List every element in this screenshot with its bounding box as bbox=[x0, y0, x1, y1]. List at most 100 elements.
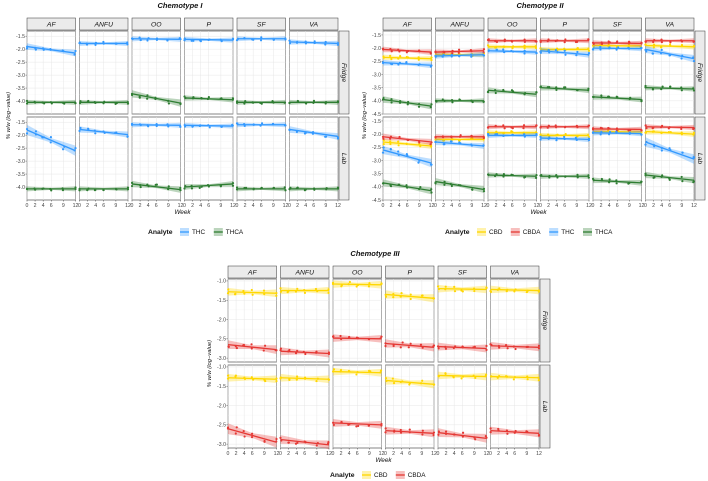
data-point-thca bbox=[450, 99, 454, 102]
x-tick-label: 4 bbox=[503, 203, 506, 209]
data-point-cbd bbox=[340, 284, 343, 287]
data-point-cbda bbox=[482, 48, 486, 51]
x-tick-label: 2 bbox=[600, 203, 603, 209]
y-tick-label: -3.0 bbox=[372, 72, 381, 78]
data-point-thc bbox=[73, 53, 76, 56]
data-point-cbda bbox=[429, 143, 432, 146]
data-point-cbd bbox=[680, 133, 684, 136]
x-tick-label: 0 bbox=[26, 203, 29, 209]
data-point-thca bbox=[390, 101, 393, 104]
data-point-thc bbox=[79, 126, 82, 130]
data-point-cbd bbox=[539, 47, 542, 50]
data-point-thc bbox=[502, 48, 505, 51]
data-point-thc bbox=[336, 137, 340, 140]
data-point-thca bbox=[79, 100, 82, 103]
data-point-thca bbox=[231, 182, 235, 185]
data-point-thca bbox=[443, 99, 446, 102]
trend-line-thca bbox=[645, 87, 695, 90]
data-point-thc bbox=[470, 143, 473, 146]
data-point-thca bbox=[486, 90, 490, 93]
y-tick-label: -1.5 bbox=[372, 119, 381, 125]
data-point-cbd bbox=[399, 55, 402, 58]
data-point-cbd bbox=[472, 287, 476, 290]
data-point-cbda bbox=[644, 40, 647, 43]
data-point-thca bbox=[443, 180, 446, 183]
data-point-thc bbox=[599, 133, 602, 136]
data-point-thc bbox=[139, 38, 142, 42]
x-tick-label: 9 bbox=[418, 203, 421, 209]
data-point-cbd bbox=[327, 291, 330, 294]
data-point-cbd bbox=[586, 133, 590, 137]
data-point-thca bbox=[587, 174, 590, 177]
data-point-thc bbox=[576, 50, 579, 54]
y-tick-label: -4.0 bbox=[372, 185, 381, 191]
data-point-thc bbox=[600, 130, 603, 134]
data-point-cbd bbox=[382, 55, 385, 58]
data-point-thc bbox=[442, 53, 445, 56]
data-point-cbda bbox=[316, 441, 319, 445]
x-tick-label: 6 bbox=[668, 203, 671, 209]
data-point-cbd bbox=[242, 289, 245, 293]
x-tick-label: 12 bbox=[274, 451, 280, 457]
col-strip bbox=[332, 265, 382, 279]
data-point-cbda bbox=[434, 136, 437, 139]
data-point-cbda bbox=[294, 442, 298, 445]
col-strip-label: SF bbox=[257, 22, 267, 29]
data-point-cbda bbox=[600, 41, 603, 44]
data-point-cbda bbox=[419, 343, 423, 346]
row-strip-label: Lab bbox=[541, 401, 548, 413]
data-point-cbda bbox=[485, 436, 488, 439]
trend-line-thca bbox=[540, 87, 590, 91]
data-point-thca bbox=[63, 102, 66, 105]
data-point-cbd bbox=[436, 285, 440, 288]
x-tick-label: 6 bbox=[408, 451, 411, 457]
data-point-cbda bbox=[444, 432, 448, 436]
data-point-cbd bbox=[331, 281, 335, 284]
data-point-cbda bbox=[547, 38, 550, 41]
data-point-cbda bbox=[511, 127, 514, 130]
data-point-thca bbox=[25, 99, 29, 103]
data-point-thc bbox=[429, 65, 432, 68]
trend-line-cbd bbox=[227, 291, 277, 294]
data-point-cbda bbox=[461, 346, 464, 349]
data-point-cbd bbox=[347, 369, 351, 373]
legend-key-cbd bbox=[477, 228, 486, 236]
legend-label: THCA bbox=[595, 229, 613, 236]
col-strip bbox=[382, 17, 432, 31]
data-point-cbd bbox=[382, 142, 385, 146]
x-tick-label: 0 bbox=[487, 203, 490, 209]
data-point-thc bbox=[449, 140, 453, 143]
data-point-thca bbox=[471, 100, 474, 104]
data-point-thc bbox=[259, 124, 262, 127]
data-point-cbda bbox=[251, 432, 254, 435]
x-tick-label: 9 bbox=[473, 451, 476, 457]
legend-key-cbda bbox=[510, 228, 520, 236]
data-point-thca bbox=[482, 190, 486, 193]
data-point-cbda bbox=[563, 126, 567, 129]
data-point-thc bbox=[87, 128, 90, 132]
x-tick-label: 6 bbox=[406, 203, 409, 209]
data-point-cbd bbox=[692, 44, 696, 48]
data-point-thc bbox=[313, 41, 316, 45]
data-point-thca bbox=[406, 103, 409, 106]
col-strip bbox=[26, 17, 76, 31]
col-strip-label: SF bbox=[458, 270, 468, 277]
data-point-thc bbox=[139, 123, 142, 127]
data-point-cbda bbox=[525, 430, 528, 433]
data-point-cbda bbox=[668, 126, 671, 129]
data-point-cbda bbox=[242, 429, 245, 433]
data-point-cbd bbox=[563, 47, 566, 50]
data-point-cbd bbox=[384, 377, 388, 380]
x-tick-label: 0 bbox=[384, 451, 387, 457]
chart-title: Chemotype I bbox=[157, 1, 203, 10]
data-point-cbd bbox=[303, 291, 307, 294]
data-point-cbda bbox=[522, 127, 525, 130]
data-point-cbda bbox=[539, 39, 542, 42]
data-point-thca bbox=[615, 182, 618, 185]
x-tick-label: 4 bbox=[450, 203, 453, 209]
data-point-thc bbox=[599, 48, 602, 51]
data-point-cbda bbox=[408, 431, 411, 434]
data-point-thc bbox=[669, 148, 672, 152]
col-strip bbox=[289, 17, 339, 31]
x-tick-label: 0 bbox=[539, 203, 542, 209]
